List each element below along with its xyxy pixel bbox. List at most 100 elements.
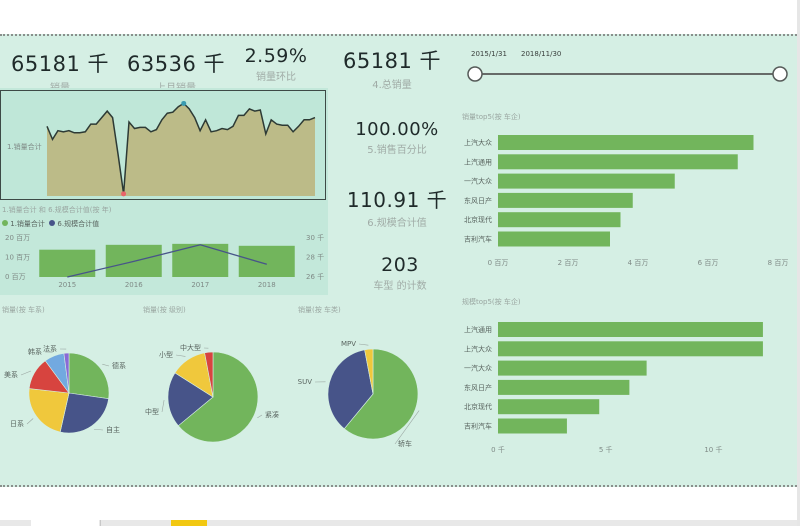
left-axis-tick: 10 百万 [5,254,30,262]
kpi-sales-pct: 100.00% 5.销售百分比 [342,119,452,156]
bar [498,192,633,208]
legend-scale-dot [49,220,56,226]
bar [498,379,630,395]
bar [498,360,647,376]
category-label: 一汽大众 [464,177,492,186]
line-scale [67,244,267,278]
bar-sales [238,245,295,277]
x-tick-label: 5 千 [599,445,613,454]
kpi-scale-value: 110.91 千 [346,188,448,212]
legend-scale-label: 6.规模合计值 [57,220,100,228]
leader-line [175,354,186,357]
kpi-scale-total: 110.91 千 6.规模合计值 [342,184,452,229]
top5-sales-title: 销量top5(按 车企) [462,113,521,121]
kpi-sales: 65181 千 销量 [8,48,112,94]
pie-slice [28,388,70,433]
leader-line [26,418,34,425]
kpi-sales-value: 65181 千 [11,52,109,76]
page-tab-highlight[interactable] [171,520,207,526]
bar [498,135,754,150]
slider-start-handle[interactable] [467,66,483,82]
slider-start-date: 2015/1/31 [471,50,507,58]
pie-label: 自主 [106,425,120,434]
category-label: 东风日产 [464,383,492,392]
kpi-last-month-value: 63536 千 [127,52,225,76]
vertical-scrollbar[interactable] [797,0,800,526]
slider-end-date: 2018/11/30 [521,50,562,58]
leader-line [394,410,420,445]
kpi-mom-ratio: 2.59% 销量环比 [236,45,316,83]
kpi-pct-value: 100.00% [355,119,439,140]
bar [498,418,567,434]
page-tab-bar [0,520,797,526]
page-tab-active[interactable] [31,520,99,526]
kpi-total-value: 65181 千 [343,49,441,73]
legend-sales-dot [2,220,8,226]
tab-divider [100,520,101,526]
slider-end-handle[interactable] [772,66,788,82]
x-tick-label: 2 百万 [558,259,579,267]
pie3-title: 销量(按 车类) [298,306,341,314]
x-tick-label: 0 百万 [488,259,509,267]
kpi-model-count: 203 车型 的计数 [355,254,445,292]
pie-label: MPV [341,340,356,348]
leader-line [161,400,165,413]
kpi-total-sales: 65181 千 4.总销量 [340,45,444,91]
pie-slice [59,392,109,434]
right-axis-tick: 26 千 [306,272,324,281]
leader-line [93,428,104,431]
x-tick-label: 8 百万 [768,259,789,267]
x-tick-label: 0 千 [491,445,505,454]
kpi-count-label: 车型 的计数 [373,281,427,292]
category-label: 上汽通用 [464,157,492,166]
pie-slice [63,352,70,394]
pie-label: 韩系 [28,347,42,356]
pie-by-type[interactable]: 轿车 SUV MPV [290,330,450,455]
area-fill [47,103,315,196]
leader-line [20,370,32,376]
bar [498,231,610,247]
pie-slice [204,351,214,398]
pie-label: 美系 [4,370,18,379]
category-label: 吉利汽车 [464,235,492,244]
x-tick-label: 2018 [258,281,276,289]
leader-line [102,363,110,367]
pie-slice [364,348,374,395]
max-marker [181,100,187,106]
category-label: 一汽大众 [464,364,492,373]
bar [498,399,600,415]
pie-label: 紧凑 [265,410,279,419]
bar [498,173,675,189]
area-line [46,102,316,194]
kpi-mom-value: 2.59% [244,45,308,67]
sales-area-chart[interactable] [0,90,326,202]
pie-label: 中大型 [180,343,201,352]
pie-label: 轿车 [398,439,412,448]
bar [498,341,763,357]
pie-slice [327,349,374,430]
bar [498,154,738,170]
category-label: 上汽通用 [464,325,492,334]
pie-label: 日系 [10,419,24,428]
pie-label: 德系 [112,361,126,370]
category-label: 东风日产 [464,196,492,205]
kpi-mom-label: 销量环比 [256,72,296,83]
pie-label: 中型 [145,407,159,416]
pie-slice [343,348,419,440]
kpi-total-label: 4.总销量 [372,80,412,91]
category-label: 北京现代 [464,402,492,411]
category-label: 上汽大众 [464,138,492,147]
left-axis-tick: 20 百万 [5,234,30,242]
kpi-scale-label: 6.规模合计值 [367,218,427,229]
date-range-slider[interactable] [460,62,795,86]
x-tick-label: 4 百万 [628,259,649,267]
pie-slice [167,372,214,427]
kpi-pct-label: 5.销售百分比 [367,145,427,156]
left-axis-tick: 0 百万 [5,273,26,281]
leader-line [358,343,369,346]
combo-chart[interactable]: 0 百万 10 百万 20 百万 26 千 28 千 30 千 2015 2016 2017 20… [0,230,328,290]
